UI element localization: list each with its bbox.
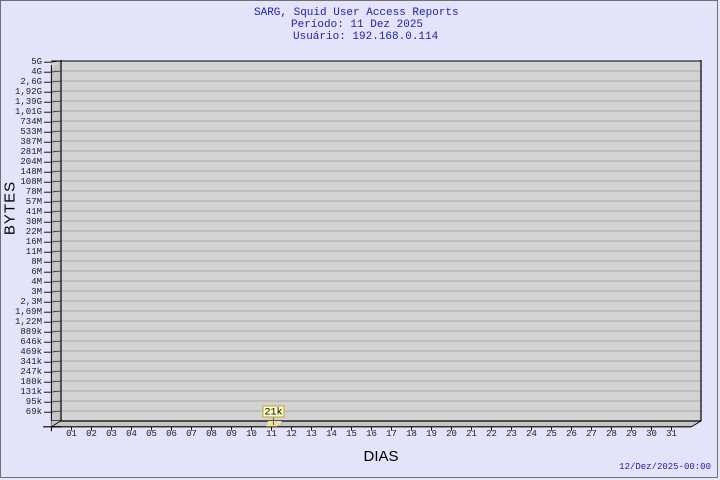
- svg-text:21k: 21k: [264, 406, 282, 418]
